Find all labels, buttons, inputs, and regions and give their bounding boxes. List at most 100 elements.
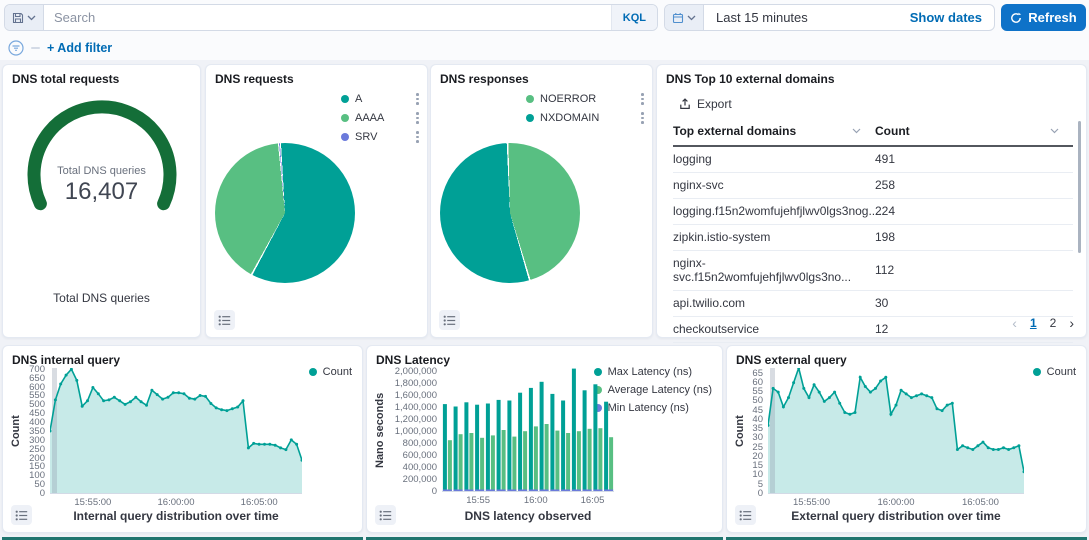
legend-label[interactable]: NOERROR bbox=[540, 93, 596, 105]
y-axis-tick-label: 350 bbox=[29, 427, 45, 437]
panel-title: DNS Latency bbox=[367, 346, 722, 367]
panel-dns-latency: DNS Latency Max Latency (ns) Average Late… bbox=[366, 345, 723, 533]
panel-title: DNS total requests bbox=[3, 65, 200, 86]
legend-menu-icon[interactable] bbox=[406, 131, 419, 143]
table-scrollbar[interactable] bbox=[1078, 121, 1081, 253]
gauge-axis-label: Total DNS queries bbox=[3, 291, 200, 305]
legend-label[interactable]: Count bbox=[323, 366, 352, 378]
search-input[interactable] bbox=[44, 5, 611, 30]
pie-legend: NOERROR NXDOMAIN bbox=[526, 93, 644, 124]
legend-menu-icon[interactable] bbox=[406, 112, 419, 124]
y-axis-tick-label: 200 bbox=[29, 454, 45, 464]
export-button[interactable]: Export bbox=[679, 97, 732, 111]
add-filter-button[interactable]: + Add filter bbox=[47, 41, 112, 55]
legend-label[interactable]: Min Latency (ns) bbox=[608, 402, 689, 414]
search-bar: KQL bbox=[4, 4, 658, 31]
table-row: logging.f15n2womfujehfjlwv0lgs3nog....22… bbox=[673, 199, 1073, 225]
legend-label[interactable]: Average Latency (ns) bbox=[608, 384, 712, 396]
y-axis-tick-label: 400 bbox=[29, 418, 45, 428]
pagination-prev-icon[interactable]: ‹ bbox=[1012, 317, 1017, 329]
date-quick-select-button[interactable] bbox=[665, 5, 704, 30]
legend-toggle-button[interactable] bbox=[439, 310, 460, 330]
count-cell: 224 bbox=[875, 199, 1073, 225]
legend-item: NXDOMAIN bbox=[526, 112, 644, 124]
chevron-down-icon bbox=[687, 15, 696, 21]
gauge-value: 16,407 bbox=[3, 178, 200, 206]
legend-label[interactable]: A bbox=[355, 93, 362, 105]
legend-toggle-button[interactable] bbox=[214, 310, 235, 330]
count-cell: 30 bbox=[875, 291, 1073, 317]
y-axis-tick-label: 500 bbox=[29, 400, 45, 410]
y-axis-tick-label: 300 bbox=[29, 436, 45, 446]
pie-chart[interactable] bbox=[440, 143, 580, 283]
time-range-value[interactable]: Last 15 minutes bbox=[704, 5, 820, 30]
y-axis-ticks: 0200,000400,000600,000800,0001,000,0001,… bbox=[387, 368, 437, 492]
y-axis-tick-label: 50 bbox=[752, 396, 763, 406]
plot-area: 15:55:0016:00:0016:05:00 bbox=[768, 368, 1024, 510]
chart-body: Count 0501001502002503003504004505005506… bbox=[9, 368, 302, 510]
show-dates-button[interactable]: Show dates bbox=[898, 5, 994, 30]
legend-item: NOERROR bbox=[526, 93, 644, 105]
y-axis-tick-label: 650 bbox=[29, 374, 45, 384]
y-axis-title: Count bbox=[733, 368, 747, 494]
legend-label[interactable]: AAAA bbox=[355, 112, 384, 124]
y-axis-tick-label: 0 bbox=[432, 487, 437, 497]
legend-menu-icon[interactable] bbox=[631, 112, 644, 124]
x-axis-title: Internal query distribution over time bbox=[50, 509, 302, 523]
area-chart[interactable] bbox=[768, 368, 1024, 494]
y-axis-tick-label: 0 bbox=[758, 489, 763, 499]
y-axis-tick-label: 200,000 bbox=[403, 475, 437, 485]
saved-query-menu-button[interactable] bbox=[5, 5, 44, 30]
legend-menu-icon[interactable] bbox=[406, 93, 419, 105]
y-axis-ticks: 05101520253035404550556065 bbox=[747, 368, 763, 494]
area-chart[interactable] bbox=[50, 368, 302, 494]
pie-chart[interactable] bbox=[215, 143, 355, 283]
save-icon bbox=[12, 12, 24, 24]
y-axis-tick-label: 15 bbox=[752, 461, 763, 471]
column-header-count[interactable]: Count bbox=[875, 119, 1073, 146]
chevron-down-icon bbox=[27, 15, 36, 21]
domain-cell: api.twilio.com bbox=[673, 291, 875, 317]
filter-icon[interactable] bbox=[8, 40, 24, 56]
y-axis-tick-label: 65 bbox=[752, 369, 763, 379]
legend-menu-icon[interactable] bbox=[631, 93, 644, 105]
domains-table: Top external domains Count logging491 ngi… bbox=[673, 119, 1073, 343]
legend-toggle-button[interactable] bbox=[735, 505, 756, 525]
bar-chart[interactable] bbox=[442, 368, 614, 492]
pagination-page-2[interactable]: 2 bbox=[1050, 316, 1057, 330]
domain-cell: zipkin.istio-system bbox=[673, 225, 875, 251]
legend-color-dot bbox=[526, 114, 534, 122]
legend-label[interactable]: NXDOMAIN bbox=[540, 112, 599, 124]
y-axis-tick-label: 700 bbox=[29, 365, 45, 375]
y-axis-tick-label: 5 bbox=[758, 480, 763, 490]
x-axis-tick-label: 16:00 bbox=[524, 495, 548, 506]
y-axis-tick-label: 0 bbox=[40, 489, 45, 499]
column-header-domains[interactable]: Top external domains bbox=[673, 119, 875, 146]
legend-toggle-button[interactable] bbox=[375, 505, 396, 525]
sort-chevron-icon bbox=[852, 128, 861, 134]
legend-label[interactable]: SRV bbox=[355, 131, 377, 143]
x-axis-tick-label: 15:55 bbox=[466, 495, 490, 506]
legend-color-dot bbox=[1033, 368, 1041, 376]
pagination-page-1[interactable]: 1 bbox=[1030, 316, 1037, 330]
y-axis-tick-label: 1,600,000 bbox=[395, 391, 437, 401]
legend-item: SRV bbox=[341, 131, 419, 143]
y-axis-tick-label: 600 bbox=[29, 383, 45, 393]
column-header-label: Top external domains bbox=[673, 124, 796, 138]
legend-label[interactable]: Count bbox=[1047, 366, 1076, 378]
x-axis-title: DNS latency observed bbox=[442, 509, 614, 523]
refresh-button[interactable]: Refresh bbox=[1001, 4, 1086, 31]
pagination-next-icon[interactable]: › bbox=[1069, 317, 1074, 329]
legend-color-dot bbox=[309, 368, 317, 376]
y-axis-tick-label: 2,000,000 bbox=[395, 367, 437, 377]
legend-item: Count bbox=[309, 366, 352, 378]
kql-button[interactable]: KQL bbox=[611, 5, 657, 30]
legend-label[interactable]: Max Latency (ns) bbox=[608, 366, 692, 378]
table-row: logging491 bbox=[673, 146, 1073, 173]
table-row: nginx-svc.f15n2womfujehfjlwv0lgs3no...11… bbox=[673, 251, 1073, 291]
refresh-icon bbox=[1010, 12, 1022, 24]
legend-toggle-button[interactable] bbox=[11, 505, 32, 525]
x-axis-tick-label: 16:05:00 bbox=[241, 497, 278, 508]
y-axis-tick-label: 55 bbox=[752, 387, 763, 397]
y-axis-tick-label: 600,000 bbox=[403, 451, 437, 461]
